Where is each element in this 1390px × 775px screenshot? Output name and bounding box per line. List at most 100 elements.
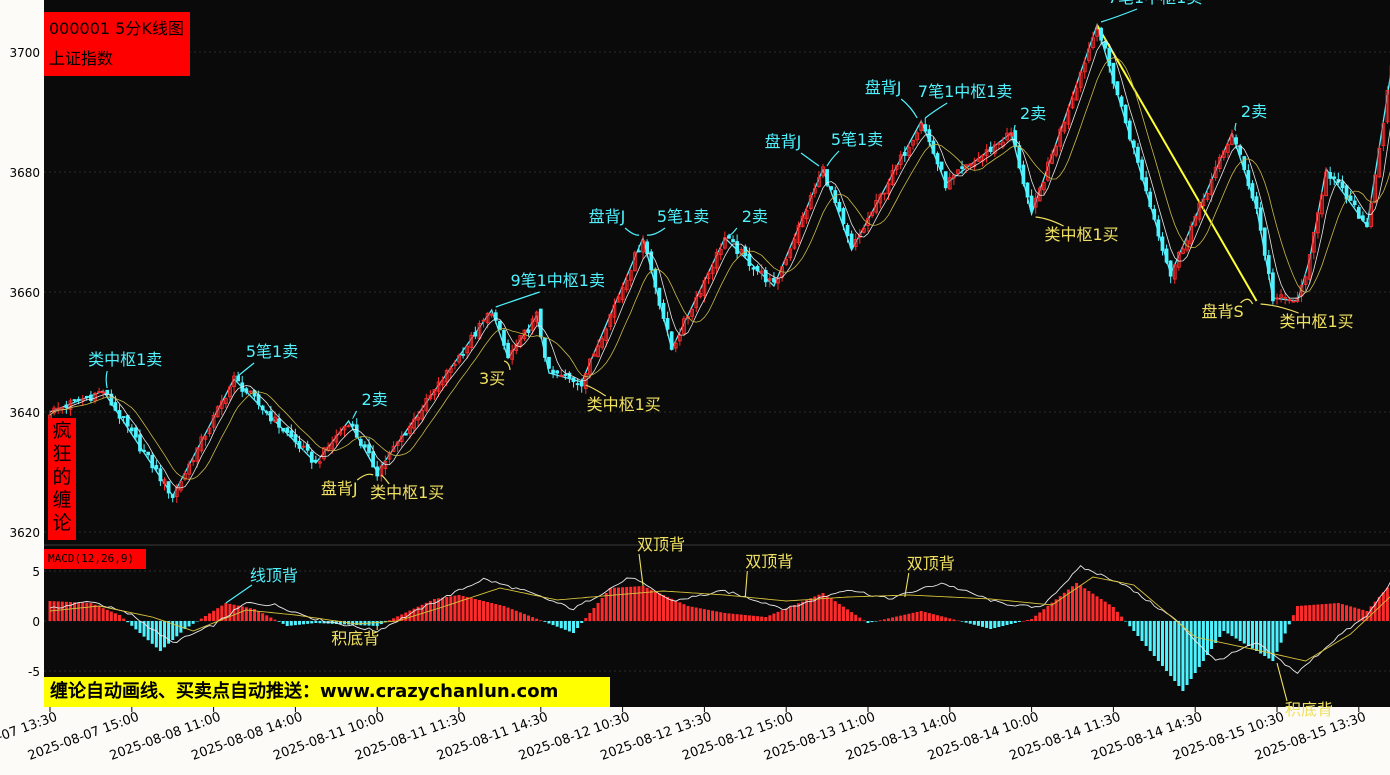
- candle: [808, 192, 813, 211]
- ma-long-line: [49, 57, 1390, 480]
- candle: [1062, 121, 1067, 135]
- macd-bar: [387, 620, 391, 621]
- macd-bar: [731, 613, 735, 621]
- candle: [314, 455, 318, 463]
- macd-bar: [1009, 621, 1013, 624]
- macd-bar: [784, 608, 788, 621]
- candle-body: [604, 328, 609, 341]
- candle: [1332, 172, 1337, 186]
- candle: [559, 369, 564, 377]
- macd-bar: [706, 609, 710, 621]
- candle-body: [1005, 132, 1009, 141]
- candle-body: [1087, 48, 1091, 61]
- macd-bar: [392, 618, 396, 621]
- candle-body: [510, 350, 515, 360]
- candle-body: [1046, 161, 1050, 181]
- candle-body: [710, 266, 715, 274]
- candle: [1311, 231, 1316, 260]
- macd-bar: [711, 610, 715, 621]
- candle-body: [1234, 137, 1238, 145]
- macd-bar: [1283, 621, 1287, 634]
- candle-body: [293, 434, 298, 443]
- candle-body: [727, 235, 731, 239]
- candle-body: [592, 353, 596, 357]
- candle-body: [1311, 231, 1316, 253]
- candle: [1254, 191, 1259, 215]
- macd-bar: [903, 614, 907, 621]
- macd-bar: [1353, 607, 1357, 621]
- candle: [735, 234, 739, 260]
- macd-bar: [453, 595, 457, 621]
- candle-body: [943, 171, 948, 189]
- macd-bar: [866, 621, 870, 623]
- candle: [289, 424, 294, 438]
- macd-bar: [68, 602, 72, 621]
- price-annotation: 类中枢1卖: [88, 350, 162, 389]
- macd-bar: [212, 610, 216, 621]
- candle-body: [158, 468, 163, 482]
- candle-body: [972, 162, 977, 168]
- macd-bar: [1091, 593, 1095, 621]
- macd-bar: [653, 591, 657, 621]
- candle-body: [1320, 194, 1324, 215]
- macd-bar: [776, 611, 780, 621]
- macd-bar: [52, 601, 56, 621]
- annotation-arrow: [1276, 662, 1288, 702]
- macd-bar: [555, 621, 559, 627]
- macd-bar: [1336, 603, 1340, 621]
- candle-body: [215, 406, 220, 418]
- candle: [530, 315, 535, 335]
- candle-body: [772, 277, 776, 283]
- candle: [1226, 139, 1230, 159]
- macd-bar: [490, 603, 494, 621]
- macd-bar: [739, 614, 743, 621]
- candle: [244, 386, 249, 395]
- annotation-label: 双顶背: [907, 554, 955, 573]
- candle-body: [195, 447, 200, 462]
- candle-body: [1152, 208, 1157, 220]
- candle: [56, 402, 61, 414]
- candle-body: [1324, 171, 1328, 197]
- macd-bar: [580, 621, 584, 623]
- candle-body: [1148, 191, 1153, 208]
- candle: [661, 299, 666, 322]
- candle: [170, 493, 175, 503]
- candle-body: [939, 161, 944, 170]
- macd-bar: [1230, 621, 1234, 636]
- annotation-label: 积底背: [1285, 700, 1333, 719]
- candle-body: [1131, 140, 1136, 148]
- candle: [796, 221, 801, 246]
- candle-body: [436, 381, 441, 392]
- candle-body: [1058, 128, 1063, 147]
- macd-bar: [559, 621, 563, 629]
- macd-bar: [674, 600, 678, 621]
- candle: [334, 429, 339, 447]
- candle: [1258, 201, 1263, 234]
- candle: [526, 324, 531, 337]
- macd-bar: [1173, 621, 1177, 681]
- candle-body: [314, 459, 318, 462]
- candle: [199, 433, 204, 454]
- annotation-arrow: [237, 362, 255, 377]
- macd-bar: [1185, 621, 1189, 685]
- annotation-arrow: [1035, 216, 1064, 227]
- candle-body: [898, 154, 903, 166]
- macd-bar: [314, 621, 318, 623]
- candle: [1213, 160, 1218, 181]
- macd-bar: [510, 609, 514, 621]
- candle-body: [862, 227, 866, 233]
- candle: [817, 171, 821, 188]
- candle-body: [633, 252, 637, 272]
- candle: [1025, 182, 1030, 204]
- macd-tick-label: 0: [32, 615, 40, 629]
- macd-bar: [1083, 588, 1087, 621]
- candle-body: [702, 280, 707, 296]
- candle: [346, 424, 351, 428]
- candle-body: [68, 400, 73, 410]
- candle-body: [845, 224, 850, 237]
- candle-body: [788, 248, 793, 259]
- candle-body: [84, 396, 89, 398]
- macd-bar: [735, 614, 739, 621]
- candle: [784, 256, 789, 267]
